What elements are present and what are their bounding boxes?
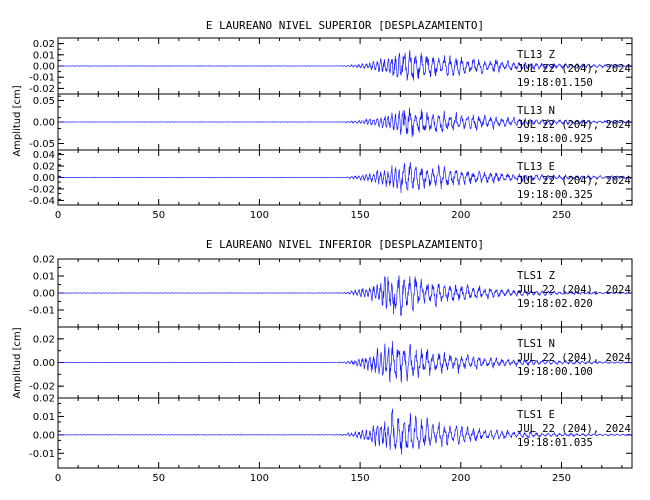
date-label: JUL 22 (204), 2024	[517, 63, 631, 75]
x-tick-label: 0	[55, 473, 61, 484]
x-tick-label: 0	[55, 210, 61, 221]
x-tick-label: 200	[451, 473, 470, 484]
y-axis-label-0: Amplitud [cm]	[12, 85, 23, 156]
x-tick-label: 150	[351, 473, 370, 484]
waveform-trace	[57, 161, 633, 193]
x-tick-label: 250	[552, 473, 571, 484]
y-tick-label: 0.00	[33, 358, 55, 369]
panel-tl13-n: -0.05 0.00 0.05 TL13 N JUL 22 (204), 2024 19:…	[29, 93, 633, 151]
time-label: 19:18:00.925	[517, 133, 593, 145]
waveform-trace	[57, 408, 633, 455]
waveform-trace	[57, 107, 633, 138]
station-label: TL13 Z	[517, 49, 555, 61]
y-tick-label: 0.00	[33, 118, 55, 129]
panel-tls1-z: -0.01 0.00 0.01 0.02 TLS1 Z JUL 22 (204), 202…	[29, 255, 633, 328]
y-tick-label: 0.00	[33, 430, 55, 441]
x-tick-label: 200	[451, 210, 470, 221]
time-label: 19:18:00.100	[517, 366, 593, 378]
waveform-trace	[57, 340, 633, 383]
y-axis-label-1: Amplitud [cm]	[12, 327, 23, 398]
station-label: TLS1 N	[517, 338, 555, 350]
time-label: 19:18:02.020	[517, 298, 593, 310]
x-tick-label: 50	[152, 473, 165, 484]
y-tick-label: -0.02	[29, 184, 55, 195]
y-tick-label: 0.00	[33, 62, 55, 73]
y-tick-label: 0.05	[33, 96, 55, 107]
y-tick-label: 0.02	[33, 394, 55, 405]
station-label: TLS1 E	[517, 409, 555, 421]
y-tick-label: 0.00	[33, 289, 55, 300]
y-tick-label: -0.01	[29, 73, 55, 84]
time-label: 19:18:01.035	[517, 437, 593, 449]
date-label: JUL 22 (204), 2024	[517, 423, 631, 435]
y-tick-label: -0.01	[29, 449, 55, 460]
y-tick-label: 0.01	[33, 272, 55, 283]
y-tick-label: 0.02	[33, 334, 55, 345]
x-tick-label: 100	[250, 473, 269, 484]
panel-frame	[57, 397, 633, 469]
y-tick-label: -0.02	[29, 84, 55, 95]
station-label: TL13 E	[517, 161, 555, 173]
waveform-trace	[57, 275, 633, 316]
y-tick-label: -0.05	[29, 139, 55, 150]
time-label: 19:18:01.150	[517, 77, 593, 89]
panel-tls1-e: -0.01 0.00 0.01 0.02 TLS1 E JUL 22 (204), 202…	[29, 394, 633, 469]
panel-tls1-n: -0.02 0.00 0.02 TLS1 N JUL 22 (204), 2024 19:…	[29, 326, 633, 399]
y-tick-label: 0.00	[33, 173, 55, 184]
station-label: TL13 N	[517, 105, 555, 117]
panel-tl13-e: -0.04-0.020.000.020.04 TL13 E JUL 22 (204)…	[29, 149, 633, 207]
panel-tl13-z: -0.02-0.010.000.010.02 TL13 Z JUL 22 (204)…	[29, 37, 633, 95]
x-tick-label: 250	[552, 210, 571, 221]
date-label: JUL 22 (204), 2024	[517, 284, 631, 296]
chart-title-1: E LAUREANO NIVEL INFERIOR [DESPLAZAMIENT…	[206, 238, 484, 251]
time-label: 19:18:00.325	[517, 189, 593, 201]
y-tick-label: 0.01	[33, 412, 55, 423]
date-label: JUL 22 (204), 2024	[517, 119, 631, 131]
station-label: TLS1 Z	[517, 270, 555, 282]
date-label: JUL 22 (204), 2024	[517, 175, 631, 187]
x-tick-label: 50	[152, 210, 165, 221]
date-label: JUL 22 (204), 2024	[517, 352, 631, 364]
y-tick-label: -0.01	[29, 306, 55, 317]
waveform-trace	[57, 49, 633, 81]
y-tick-label: 0.01	[33, 50, 55, 61]
y-tick-label: 0.02	[33, 162, 55, 173]
y-tick-label: -0.04	[29, 196, 55, 207]
chart-title-0: E LAUREANO NIVEL SUPERIOR [DESPLAZAMIENT…	[206, 19, 484, 32]
x-tick-label: 150	[351, 210, 370, 221]
x-tick-label: 100	[250, 210, 269, 221]
y-tick-label: 0.02	[33, 255, 55, 266]
y-tick-label: -0.02	[29, 382, 55, 393]
y-tick-label: 0.02	[33, 39, 55, 50]
y-tick-label: 0.04	[33, 150, 55, 161]
